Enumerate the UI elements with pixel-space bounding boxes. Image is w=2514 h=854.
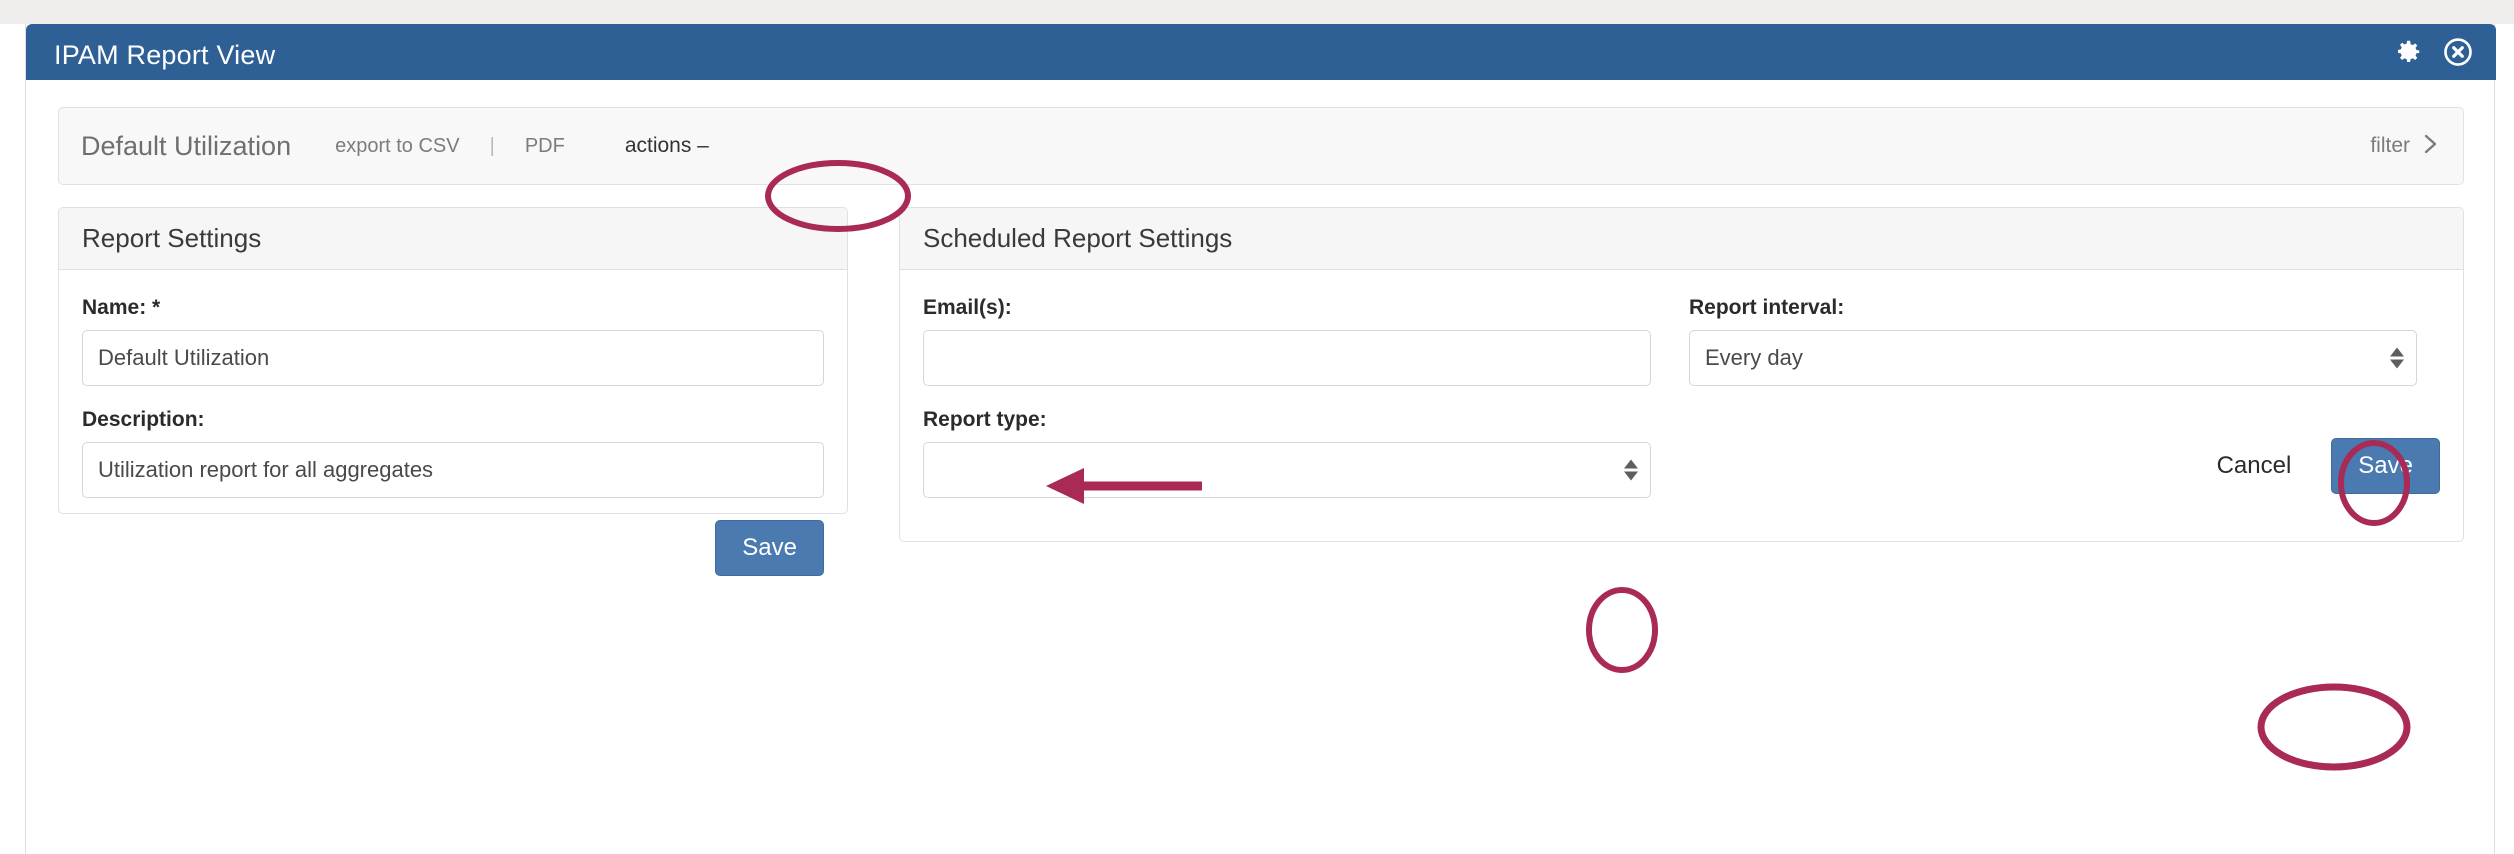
toolbar-separator: | xyxy=(489,134,495,157)
window-titlebar: IPAM Report View xyxy=(26,24,2496,80)
ipam-report-view-window: IPAM Report View Default Utilization exp… xyxy=(25,24,2496,854)
report-interval-select[interactable]: Every day xyxy=(1689,330,2417,386)
report-type-label: Report type: xyxy=(923,408,1047,431)
name-field-group: Name: * xyxy=(82,296,824,386)
emails-input[interactable] xyxy=(923,330,1651,386)
report-settings-body: Name: * Description: Save xyxy=(59,270,847,576)
description-input[interactable] xyxy=(82,442,824,498)
report-interval-stepper-icon[interactable] xyxy=(2390,347,2404,369)
report-type-stepper-icon[interactable] xyxy=(1624,459,1638,481)
close-circle-icon[interactable] xyxy=(2442,36,2474,68)
report-settings-panel: Report Settings Name: * Description: Sav… xyxy=(58,207,848,576)
scheduled-report-settings-panel: Scheduled Report Settings Email(s): Repo… xyxy=(899,207,2464,542)
report-settings-header: Report Settings xyxy=(59,208,847,270)
filter-toggle[interactable]: filter xyxy=(2370,108,2439,184)
report-title: Default Utilization xyxy=(81,130,292,161)
report-settings-title: Report Settings xyxy=(82,223,262,253)
gear-icon[interactable] xyxy=(2392,36,2424,68)
chevron-right-icon xyxy=(2423,133,2439,160)
description-field-group: Description: xyxy=(82,408,824,498)
scheduled-report-settings-title: Scheduled Report Settings xyxy=(923,223,1233,253)
emails-label: Email(s): xyxy=(923,296,1012,319)
report-type-select[interactable] xyxy=(923,442,1651,498)
scheduled-report-actions: Cancel Save xyxy=(2217,438,2440,494)
report-settings-save-button[interactable]: Save xyxy=(715,520,824,576)
toolbar-left-group: Default Utilization export to CSV | PDF … xyxy=(59,108,709,184)
description-label: Description: xyxy=(82,408,205,431)
report-interval-field-group: Report interval: Every day xyxy=(1689,296,2417,386)
name-label: Name: * xyxy=(82,296,161,319)
scheduled-fields-grid: Email(s): Report type: xyxy=(923,296,2440,520)
page-top-strip xyxy=(0,0,2514,24)
scheduled-cancel-button[interactable]: Cancel xyxy=(2216,452,2292,479)
scheduled-right-column: Report interval: Every day xyxy=(1689,296,2417,520)
report-interval-value: Every day xyxy=(1705,345,1803,370)
emails-field-group: Email(s): xyxy=(923,296,1651,386)
scheduled-report-settings-body: Email(s): Report type: xyxy=(900,270,2463,520)
titlebar-icon-group xyxy=(2392,36,2474,68)
scheduled-left-column: Email(s): Report type: xyxy=(923,296,1651,520)
filter-label: filter xyxy=(2370,134,2410,157)
report-type-field-group: Report type: xyxy=(923,408,1651,498)
report-interval-label: Report interval: xyxy=(1689,296,1845,319)
export-to-pdf-link[interactable]: PDF xyxy=(524,134,565,157)
report-settings-actions: Save xyxy=(82,520,824,576)
export-to-csv-link[interactable]: export to CSV xyxy=(335,134,460,157)
scheduled-save-button[interactable]: Save xyxy=(2331,438,2440,494)
name-input[interactable] xyxy=(82,330,824,386)
report-toolbar: Default Utilization export to CSV | PDF … xyxy=(58,107,2464,185)
scheduled-report-settings-header: Scheduled Report Settings xyxy=(900,208,2463,270)
actions-menu-toggle[interactable]: actions – xyxy=(624,134,709,157)
window-title: IPAM Report View xyxy=(54,40,276,70)
